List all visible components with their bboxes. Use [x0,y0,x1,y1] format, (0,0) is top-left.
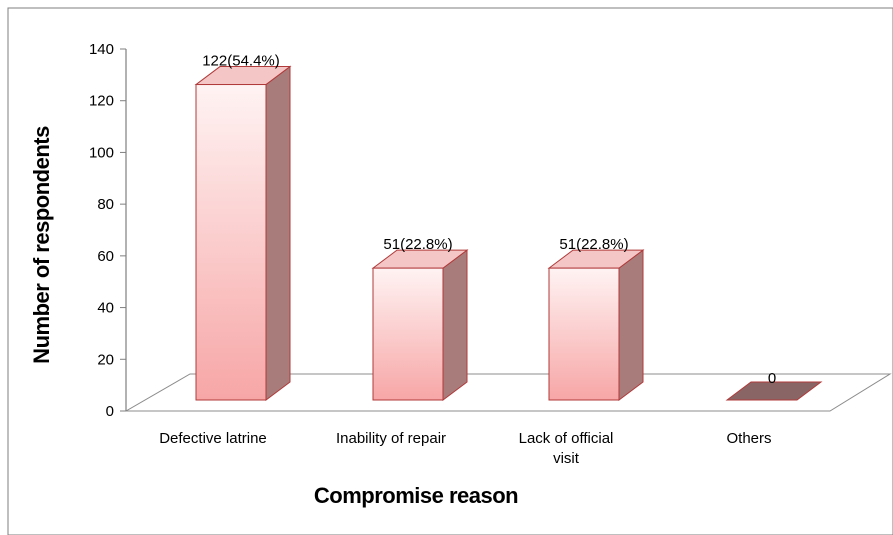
y-tick-label: 100 [89,144,114,161]
category-label: Others [726,430,771,447]
bar-side [442,249,468,401]
y-tick-label: 0 [106,403,114,420]
data-label: 122(54.4%) [202,53,280,70]
bar-side [265,65,291,401]
category-label: Inability of repair [336,430,446,447]
data-label: 51(22.8%) [559,236,628,253]
bar-side [618,249,644,401]
category-label: Lack of official visit [519,430,614,467]
y-tick-label: 60 [97,248,114,265]
chart-floor [124,373,892,412]
bar [194,65,292,401]
data-labels: 122(54.4%) 51(22.8%) 51(22.8%) 0 [202,53,776,387]
bars [194,65,823,401]
y-axis-title: Number of respondents [29,126,54,364]
bar [371,249,469,401]
category-labels: Defective latrine Inability of repair Lack… [159,430,771,467]
category-label: Defective latrine [159,430,267,447]
y-tick-label: 20 [97,351,114,368]
bar [725,381,823,401]
bar [547,249,645,401]
x-axis-title: Compromise reason [314,483,518,508]
y-tick-label: 140 [89,41,114,58]
data-label: 51(22.8%) [383,236,452,253]
y-tick-label: 120 [89,93,114,110]
bar-top [725,381,823,401]
y-axis-ticks: 0 20 40 60 80 100 120 140 [89,41,126,420]
bar-front [195,84,267,401]
y-tick-label: 40 [97,300,114,317]
y-tick-label: 80 [97,196,114,213]
bar-front [372,267,444,401]
data-label: 0 [768,370,776,387]
bar-front [548,267,620,401]
